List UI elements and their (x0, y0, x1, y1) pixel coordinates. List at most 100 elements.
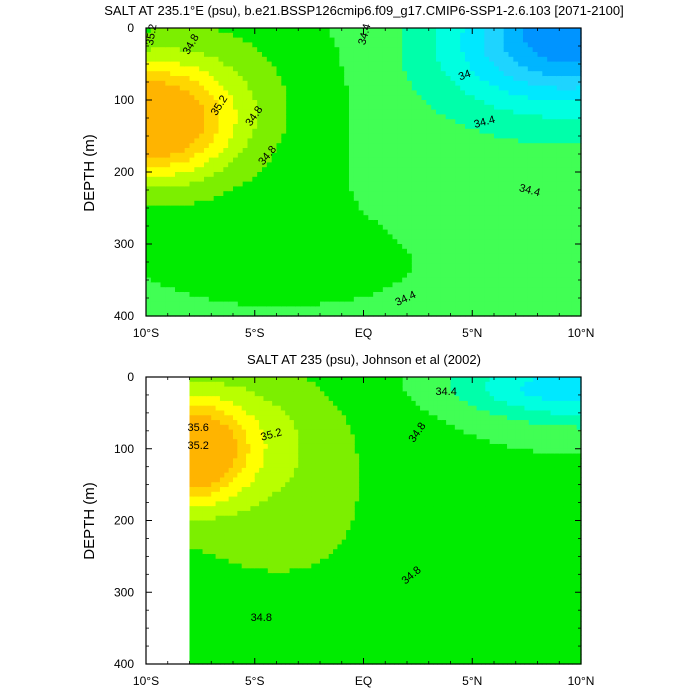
field-cell (213, 196, 220, 202)
field-cell (426, 157, 432, 163)
field-cell (460, 296, 466, 303)
field-cell (213, 119, 220, 125)
field-cell (262, 133, 268, 139)
field-cell (411, 148, 418, 154)
field-cell (436, 311, 442, 317)
field-cell (242, 119, 249, 125)
field-cell (378, 37, 384, 43)
field-cell (324, 143, 331, 149)
field-cell (155, 248, 162, 255)
field-cell (204, 301, 210, 307)
field-cell (532, 128, 539, 135)
field-cell (252, 157, 258, 163)
field-cell (194, 277, 200, 283)
field-cell (165, 76, 171, 82)
field-cell (373, 66, 379, 72)
field-cell (532, 133, 539, 139)
field-cell (329, 244, 336, 250)
field-cell (431, 80, 437, 87)
field-cell (465, 157, 471, 163)
field-cell (165, 61, 171, 67)
field-cell (295, 80, 302, 87)
field-cell (300, 90, 307, 96)
field-cell (349, 258, 355, 264)
field-cell (242, 181, 249, 187)
field-cell (208, 104, 215, 111)
field-cell (310, 205, 316, 211)
field-cell (469, 176, 476, 183)
field-cell (160, 205, 166, 211)
field-cell (262, 80, 268, 87)
field-cell (445, 143, 452, 149)
field-cell (199, 248, 205, 255)
field-cell (199, 28, 205, 34)
field-cell (339, 114, 345, 120)
field-cell (291, 181, 297, 187)
field-cell (329, 61, 336, 67)
field-cell (218, 191, 224, 197)
field-cell (320, 28, 326, 34)
field-cell (445, 210, 452, 216)
field-cell (213, 143, 220, 149)
field-cell (416, 191, 423, 197)
field-cell (547, 95, 553, 101)
field-cell (310, 157, 316, 163)
field-cell (373, 37, 379, 43)
field-cell (523, 253, 529, 259)
field-cell (257, 52, 263, 58)
field-cell (160, 239, 166, 245)
field-cell (479, 172, 485, 178)
field-cell (523, 234, 529, 240)
field-cell (291, 95, 297, 101)
field-cell (469, 138, 476, 144)
field-cell (489, 186, 495, 192)
field-cell (324, 263, 331, 269)
field-cell (208, 162, 215, 168)
field-cell (387, 244, 394, 250)
field-cell (310, 143, 316, 149)
field-cell (320, 61, 326, 67)
field-cell (411, 224, 418, 231)
field-cell (498, 133, 505, 139)
field-cell (315, 52, 321, 58)
field-cell (378, 148, 384, 154)
field-cell (242, 253, 249, 259)
field-cell (160, 277, 166, 283)
field-cell (189, 224, 195, 231)
field-cell (170, 47, 176, 53)
field-cell (445, 47, 452, 53)
field-cell (416, 167, 423, 173)
field-cell (387, 296, 394, 303)
field-cell (334, 287, 340, 293)
field-cell (310, 239, 316, 245)
field-cell (532, 162, 539, 168)
field-cell (532, 56, 539, 63)
field-cell (334, 124, 340, 130)
field-cell (334, 109, 340, 115)
field-cell (532, 124, 539, 130)
field-cell (276, 220, 282, 226)
field-cell (407, 239, 413, 245)
field-cell (373, 143, 379, 149)
field-cell (146, 244, 152, 250)
field-cell (213, 210, 220, 216)
field-cell (300, 244, 307, 250)
field-cell (484, 167, 490, 173)
field-cell (204, 234, 210, 240)
field-cell (237, 167, 244, 173)
field-cell (204, 287, 210, 293)
field-cell (344, 162, 350, 168)
field-cell (179, 85, 186, 91)
field-cell (532, 152, 539, 159)
field-cell (281, 56, 287, 63)
field-cell (392, 311, 398, 317)
field-cell (228, 128, 234, 135)
field-cell (150, 229, 157, 235)
field-cell (484, 148, 490, 154)
field-cell (155, 95, 162, 101)
field-cell (363, 114, 369, 120)
field-cell (489, 90, 495, 96)
field-cell (542, 162, 548, 168)
field-cell (469, 124, 476, 130)
field-cell (537, 32, 543, 39)
